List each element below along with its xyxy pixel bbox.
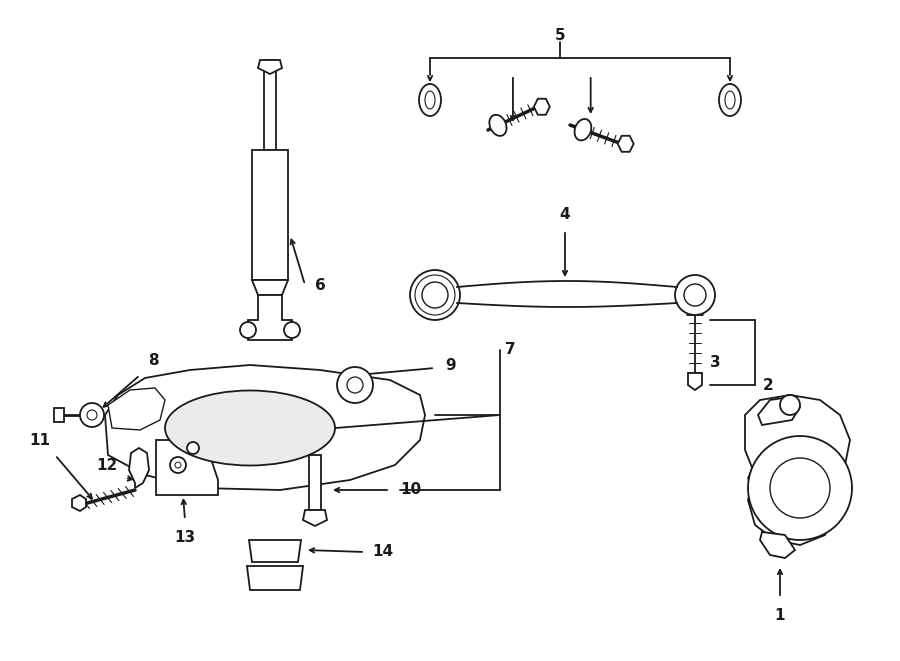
Text: 12: 12 (97, 458, 118, 473)
Polygon shape (617, 136, 634, 152)
Ellipse shape (490, 115, 507, 136)
Ellipse shape (425, 91, 435, 109)
Circle shape (675, 275, 715, 315)
Polygon shape (303, 510, 327, 526)
Text: 6: 6 (315, 278, 326, 293)
Circle shape (187, 442, 199, 454)
Polygon shape (129, 448, 149, 488)
Ellipse shape (165, 391, 335, 465)
Text: 13: 13 (175, 530, 195, 545)
Text: 1: 1 (775, 608, 785, 623)
Polygon shape (534, 98, 550, 115)
Circle shape (748, 436, 852, 540)
Circle shape (780, 395, 800, 415)
Text: 14: 14 (372, 545, 393, 559)
Circle shape (337, 367, 373, 403)
Circle shape (770, 458, 830, 518)
Circle shape (422, 282, 448, 308)
Text: 10: 10 (400, 483, 421, 498)
Bar (309, 455, 321, 510)
Circle shape (175, 462, 181, 468)
Polygon shape (247, 566, 303, 590)
Bar (264, 60, 276, 150)
Ellipse shape (419, 84, 441, 116)
Circle shape (347, 377, 363, 393)
Ellipse shape (725, 91, 735, 109)
Polygon shape (105, 365, 425, 490)
Text: 3: 3 (710, 355, 721, 370)
Circle shape (284, 322, 300, 338)
Text: 2: 2 (763, 377, 774, 393)
Polygon shape (758, 397, 800, 425)
Text: 9: 9 (445, 358, 455, 373)
Polygon shape (249, 540, 301, 562)
Text: 7: 7 (505, 342, 516, 358)
Polygon shape (688, 373, 702, 390)
Polygon shape (108, 388, 165, 430)
Text: 11: 11 (29, 433, 50, 448)
Circle shape (684, 284, 706, 306)
Polygon shape (72, 495, 86, 511)
Circle shape (240, 322, 256, 338)
Bar (252, 150, 288, 280)
Polygon shape (156, 440, 218, 495)
Polygon shape (745, 395, 850, 545)
Bar (54, 408, 64, 422)
Circle shape (170, 457, 186, 473)
Text: 5: 5 (554, 28, 565, 43)
Ellipse shape (719, 84, 741, 116)
Polygon shape (760, 532, 795, 558)
Polygon shape (258, 60, 282, 74)
Text: 8: 8 (148, 353, 158, 368)
Circle shape (87, 410, 97, 420)
Polygon shape (252, 280, 288, 295)
Polygon shape (248, 295, 292, 340)
Circle shape (410, 270, 460, 320)
Ellipse shape (574, 119, 591, 140)
Text: 4: 4 (560, 207, 571, 222)
Circle shape (80, 403, 104, 427)
